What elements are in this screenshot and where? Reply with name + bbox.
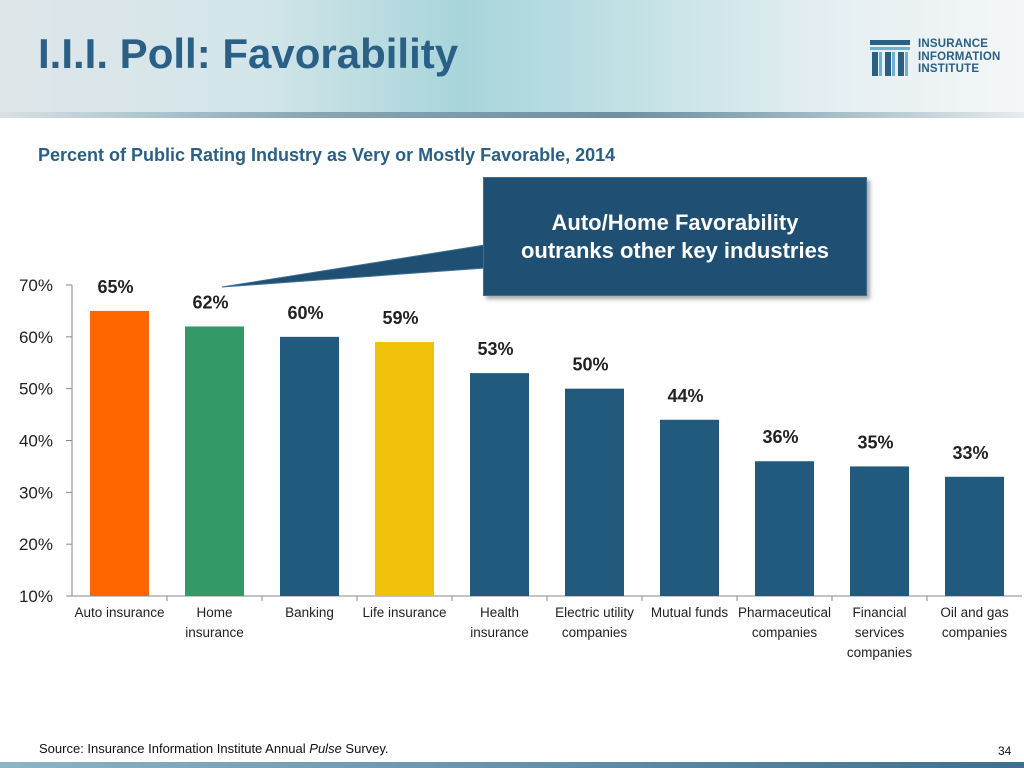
y-tick-label: 50% xyxy=(19,380,53,399)
data-label: 60% xyxy=(287,303,323,323)
x-tick-label: companies xyxy=(942,625,1008,640)
callout-pointer xyxy=(221,244,486,288)
bar xyxy=(280,336,339,596)
page-number: 34 xyxy=(998,744,1012,758)
data-label: 65% xyxy=(97,277,133,297)
iii-logo-text: INSURANCE INFORMATION INSTITUTE xyxy=(918,38,1000,76)
x-tick-label: companies xyxy=(562,625,628,640)
logo-line-2: INFORMATION xyxy=(918,50,1001,63)
x-tick-label: insurance xyxy=(185,625,244,640)
bar xyxy=(850,466,909,596)
bar xyxy=(90,310,149,596)
data-label: 50% xyxy=(572,355,608,375)
source-prefix: Source: Insurance Information Institute … xyxy=(39,741,310,756)
bar xyxy=(470,373,529,596)
callout-text: Auto/Home Favorability outranks other ke… xyxy=(490,209,860,265)
data-label: 62% xyxy=(192,292,228,312)
data-label: 36% xyxy=(762,427,798,447)
callout-box: Auto/Home Favorability outranks other ke… xyxy=(483,177,867,296)
y-tick-label: 30% xyxy=(19,483,53,502)
source-note: Source: Insurance Information Institute … xyxy=(39,741,389,756)
header-band xyxy=(0,0,1024,118)
x-tick-label: Electric utility xyxy=(555,605,634,620)
page-title: I.I.I. Poll: Favorability xyxy=(38,30,459,77)
footer-bar xyxy=(0,762,1024,768)
x-tick-label: services xyxy=(855,625,905,640)
bar xyxy=(565,388,624,596)
x-tick-label: Oil and gas xyxy=(940,605,1009,620)
chart-subtitle: Percent of Public Rating Industry as Ver… xyxy=(38,145,616,165)
source-italic: Pulse xyxy=(309,741,342,756)
bar xyxy=(945,476,1004,596)
x-tick-label: Financial xyxy=(852,605,906,620)
data-label: 53% xyxy=(477,339,513,359)
x-tick-label: companies xyxy=(752,625,818,640)
y-tick-label: 40% xyxy=(19,432,53,451)
x-tick-label: companies xyxy=(847,645,913,660)
x-tick-label: insurance xyxy=(470,625,529,640)
bar xyxy=(375,342,434,596)
data-label: 33% xyxy=(952,443,988,463)
iii-logo-mark-icon xyxy=(870,40,910,76)
x-tick-label: Banking xyxy=(285,605,334,620)
callout-line-2: outranks other key industries xyxy=(520,237,830,263)
x-tick-label: Pharmaceutical xyxy=(738,605,831,620)
data-label: 59% xyxy=(382,308,418,328)
bar xyxy=(660,419,719,596)
y-tick-label: 70% xyxy=(19,276,53,295)
y-tick-label: 60% xyxy=(19,328,53,347)
data-label: 44% xyxy=(667,386,703,406)
logo-line-3: INSTITUTE xyxy=(918,63,980,75)
bar xyxy=(185,326,244,596)
x-tick-label: Mutual funds xyxy=(651,605,729,620)
iii-logo: INSURANCE INFORMATION INSTITUTE xyxy=(868,38,1018,80)
source-suffix: Survey. xyxy=(341,741,389,756)
header-divider xyxy=(0,112,1024,118)
x-tick-label: Home xyxy=(196,605,232,620)
bar xyxy=(755,461,814,596)
y-tick-label: 20% xyxy=(19,535,53,554)
x-tick-label: Auto insurance xyxy=(74,605,164,620)
bar-chart: 10% 20% 30% 40% 50% 60% 70% Auto insurance Home i… xyxy=(19,244,1022,660)
callout-line-1: Auto/Home Favorability xyxy=(551,209,799,235)
data-label: 35% xyxy=(857,432,893,452)
y-tick-label: 10% xyxy=(19,587,53,606)
x-tick-label: Health xyxy=(480,605,519,620)
x-tick-label: Life insurance xyxy=(362,605,446,620)
logo-line-1: INSURANCE xyxy=(918,38,989,50)
